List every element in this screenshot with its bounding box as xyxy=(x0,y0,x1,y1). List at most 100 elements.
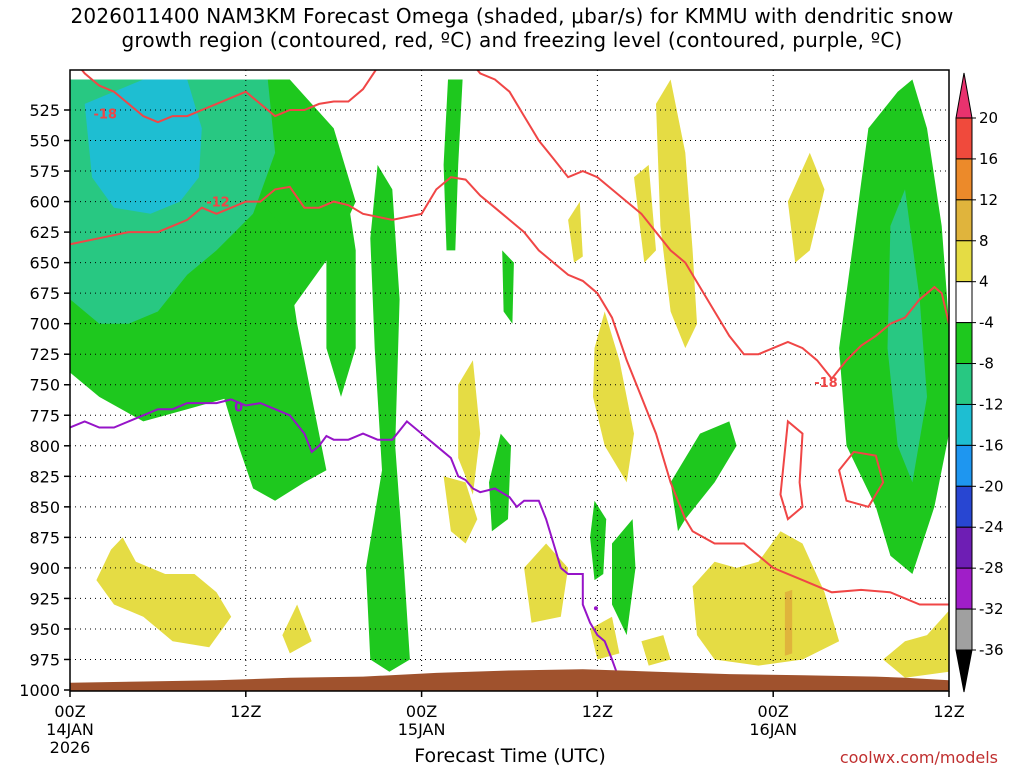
grid-lines xyxy=(70,70,949,691)
colorbar-swatch xyxy=(955,322,973,365)
colorbar-label: -16 xyxy=(979,436,1004,454)
colorbar: 20 16 12 8 4 -4 -8 -12 -16 -20 -24 -28 -32 -36 xyxy=(955,72,1004,693)
omega-region--8 xyxy=(612,519,636,636)
colorbar-label: 20 xyxy=(979,109,998,127)
x-tick-label-date: 14JAN xyxy=(46,720,94,739)
colorbar-swatch xyxy=(955,567,973,610)
dgz-contour xyxy=(70,176,949,606)
omega-region-4 xyxy=(590,616,620,660)
terrain-ground xyxy=(70,669,949,691)
colorbar-label: -20 xyxy=(979,477,1004,495)
colorbar-swatch xyxy=(955,117,973,160)
y-tick-label: 800 xyxy=(29,437,60,456)
colorbar-swatch xyxy=(955,403,973,446)
y-tick-label: 975 xyxy=(29,650,60,669)
omega-region-4 xyxy=(458,360,481,495)
colorbar-swatch xyxy=(955,281,973,324)
y-tick-label: 525 xyxy=(29,101,60,120)
x-tick-label: 12Z xyxy=(582,702,613,721)
colorbar-label: -24 xyxy=(979,518,1004,536)
omega-region-8 xyxy=(784,589,793,656)
dgz-contour-label: -18 xyxy=(93,108,117,123)
y-tick-label: 700 xyxy=(29,315,60,334)
omega-region-4 xyxy=(641,635,671,666)
dgz-contour xyxy=(80,70,949,381)
omega-region--8 xyxy=(223,201,327,501)
chart-title-line1: 2026011400 NAM3KM Forecast Omega (shaded… xyxy=(70,4,954,28)
freezing-level-label: 0 xyxy=(234,401,243,416)
dgz-contour xyxy=(779,419,804,521)
y-tick-label: 675 xyxy=(29,284,60,303)
plot-frame xyxy=(69,69,950,692)
x-tick-label-year: 2026 xyxy=(50,738,91,757)
colorbar-swatch xyxy=(955,526,973,569)
omega-region-4 xyxy=(634,164,656,263)
y-tick-label: 950 xyxy=(29,620,60,639)
omega-region-4 xyxy=(282,604,312,654)
dgz-contour xyxy=(838,450,885,508)
omega-region--8 xyxy=(326,152,356,397)
chart-title-line2: growth region (contoured, red, ºC) and f… xyxy=(121,28,903,52)
omega-region-4 xyxy=(96,537,232,648)
colorbar-bottom-arrow xyxy=(955,649,973,693)
y-tick-label: 875 xyxy=(29,528,60,547)
y-tick-label: 925 xyxy=(29,589,60,608)
colorbar-label: -12 xyxy=(979,395,1004,413)
colorbar-label: 8 xyxy=(979,232,989,250)
x-tick-label-date: 15JAN xyxy=(398,720,446,739)
y-tick-label: 575 xyxy=(29,162,60,181)
omega-region-4 xyxy=(787,152,825,263)
omega-region-4 xyxy=(656,79,697,349)
y-tick-label: 1000 xyxy=(19,681,60,700)
x-tick-label: 12Z xyxy=(933,702,964,721)
y-tick-label: 725 xyxy=(29,345,60,364)
x-axis-label: Forecast Time (UTC) xyxy=(414,745,606,767)
freezing-level-contour xyxy=(70,398,618,673)
x-tick-label: 12Z xyxy=(230,702,261,721)
colorbar-label: 12 xyxy=(979,191,998,209)
y-tick-label: 825 xyxy=(29,467,60,486)
colorbar-swatch xyxy=(955,199,973,242)
y-axis: 525 550 575 600 625 650 675 700 725 750 775 800 825 8… xyxy=(19,101,70,700)
y-tick-label: 850 xyxy=(29,498,60,517)
y-tick-label: 550 xyxy=(29,132,60,151)
omega-regions xyxy=(70,79,949,678)
colorbar-label: -28 xyxy=(979,559,1004,577)
omega-region--8 xyxy=(443,79,463,251)
colorbar-label: -4 xyxy=(979,314,994,332)
y-tick-label: 900 xyxy=(29,559,60,578)
colorbar-label: 4 xyxy=(979,273,989,291)
omega-region-4 xyxy=(593,311,634,483)
x-tick-label: 00Z xyxy=(758,702,789,721)
colorbar-label: -32 xyxy=(979,600,1004,618)
freezing-level-dot xyxy=(593,606,598,611)
dgz-contour-label: -12 xyxy=(206,196,230,211)
colorbar-swatch xyxy=(955,444,973,487)
omega-region--12 xyxy=(887,189,927,483)
omega-region--16 xyxy=(84,79,202,214)
y-tick-label: 750 xyxy=(29,376,60,395)
y-tick-label: 600 xyxy=(29,193,60,212)
omega-region--8 xyxy=(365,164,410,672)
colorbar-swatch xyxy=(955,485,973,528)
y-tick-label: 650 xyxy=(29,254,60,273)
x-tick-label-date: 16JAN xyxy=(749,720,797,739)
omega-region-4 xyxy=(524,543,569,623)
watermark: coolwx.com/models xyxy=(839,748,998,767)
colorbar-swatch xyxy=(955,240,973,283)
colorbar-swatch xyxy=(955,608,973,651)
colorbar-label: -8 xyxy=(979,355,994,373)
y-tick-label: 625 xyxy=(29,223,60,242)
dgz-contour-label: -18 xyxy=(814,376,838,391)
omega-region--8 xyxy=(590,500,607,581)
x-tick-label: 00Z xyxy=(406,702,437,721)
omega-region-4 xyxy=(443,476,478,544)
contours: -18 -12 -18 0 xyxy=(70,70,949,673)
colorbar-swatch xyxy=(955,158,973,201)
omega-region-4 xyxy=(883,610,949,678)
colorbar-swatch xyxy=(955,363,973,405)
y-tick-label: 775 xyxy=(29,406,60,425)
omega-region--8 xyxy=(670,421,737,532)
